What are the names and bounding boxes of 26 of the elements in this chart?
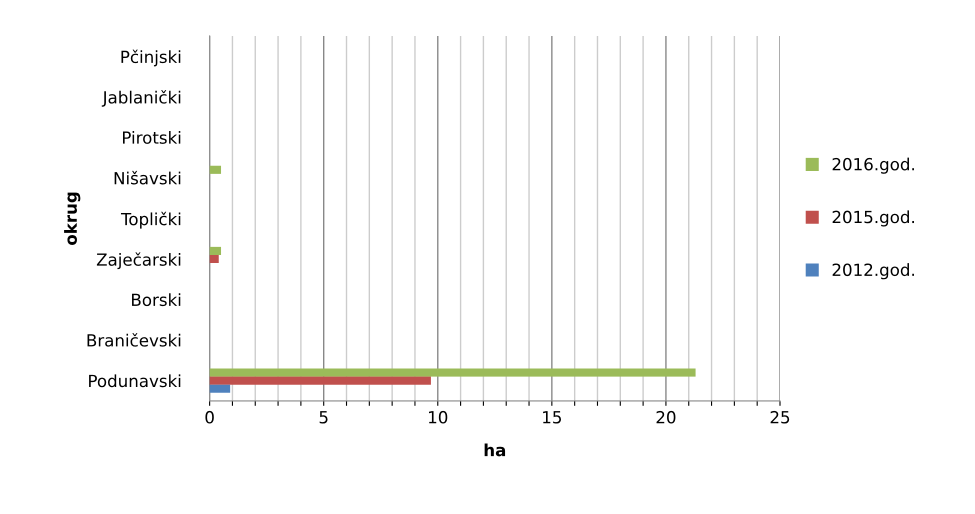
- y-tick-label: Toplički: [120, 212, 180, 229]
- y-tick-label: Zaječarski: [96, 252, 180, 270]
- bar: [210, 254, 219, 264]
- y-tick-label: Pirotski: [123, 131, 180, 144]
- x-tick-label: 25: [770, 410, 790, 424]
- y-tick-label: Nišavski: [114, 170, 180, 184]
- y-tick-label: Podunavski: [89, 374, 180, 388]
- bar: [210, 368, 696, 377]
- x-tick-label: 0: [205, 410, 214, 424]
- y-tick-label: Borski: [132, 293, 180, 306]
- bar: [210, 376, 431, 385]
- y-tick-label: Pčinjski: [121, 50, 180, 66]
- x-tick-label: 10: [429, 410, 448, 424]
- legend-label: 2012.god.: [832, 263, 914, 280]
- bar: [210, 246, 222, 255]
- bar: [210, 166, 222, 174]
- x-tick-label: 15: [543, 411, 561, 424]
- y-axis-title: okrug: [64, 192, 80, 246]
- x-tick-label: 5: [320, 411, 328, 424]
- x-axis-title: ha: [484, 443, 506, 456]
- y-tick-label: Jablanički: [102, 90, 180, 107]
- legend-label: 2016.god.: [832, 158, 914, 174]
- legend-label: 2015.god.: [832, 210, 914, 227]
- bar: [210, 384, 230, 393]
- y-tick-label: Braničevski: [88, 333, 180, 347]
- x-tick-label: 20: [656, 410, 676, 424]
